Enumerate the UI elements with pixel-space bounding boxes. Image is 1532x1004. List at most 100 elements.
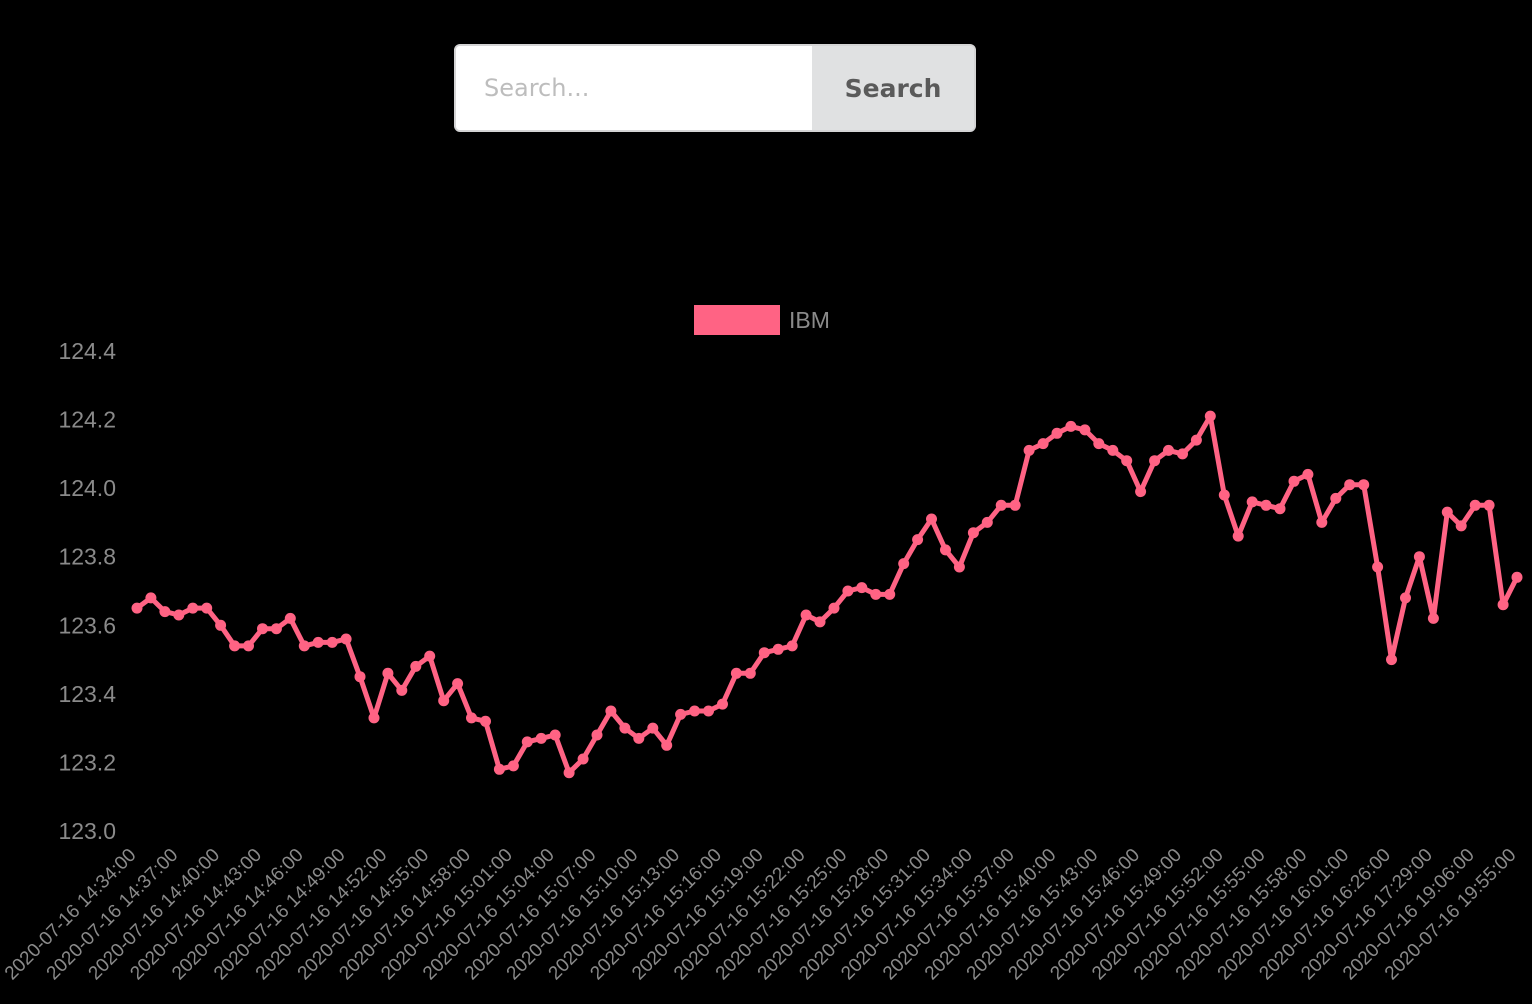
data-point[interactable] — [1386, 654, 1397, 666]
data-point[interactable] — [131, 602, 143, 614]
data-point[interactable] — [689, 705, 701, 717]
data-point[interactable] — [633, 732, 645, 744]
data-point[interactable] — [1190, 434, 1202, 446]
data-point[interactable] — [1441, 506, 1453, 518]
data-point[interactable] — [1218, 489, 1230, 501]
data-point[interactable] — [270, 623, 282, 635]
search-button[interactable]: Search — [812, 46, 974, 130]
data-point[interactable] — [981, 516, 993, 528]
data-point[interactable] — [647, 722, 659, 734]
data-point[interactable] — [661, 739, 673, 751]
data-point[interactable] — [340, 633, 352, 645]
data-point[interactable] — [229, 640, 241, 652]
data-point[interactable] — [145, 592, 157, 604]
data-point[interactable] — [717, 698, 728, 710]
data-point[interactable] — [703, 705, 714, 717]
data-point[interactable] — [772, 643, 784, 655]
data-point[interactable] — [995, 499, 1007, 511]
data-point[interactable] — [1274, 503, 1286, 515]
data-point[interactable] — [1163, 444, 1174, 456]
data-point[interactable] — [1316, 516, 1328, 528]
data-point[interactable] — [605, 705, 617, 717]
data-point[interactable] — [507, 760, 519, 772]
data-point[interactable] — [243, 640, 254, 652]
data-point[interactable] — [1149, 455, 1161, 467]
data-point[interactable] — [1023, 444, 1035, 456]
data-point[interactable] — [1344, 479, 1356, 491]
data-point[interactable] — [1469, 499, 1481, 511]
data-point[interactable] — [953, 561, 965, 573]
data-point[interactable] — [591, 729, 603, 741]
data-point[interactable] — [1497, 599, 1509, 611]
data-point[interactable] — [1288, 475, 1300, 487]
data-point[interactable] — [828, 602, 840, 614]
data-point[interactable] — [368, 712, 380, 724]
data-point[interactable] — [1358, 479, 1370, 491]
data-point[interactable] — [1400, 592, 1411, 604]
data-point[interactable] — [535, 732, 547, 744]
data-point[interactable] — [1372, 561, 1384, 573]
data-point[interactable] — [466, 712, 477, 724]
data-point[interactable] — [912, 534, 924, 546]
data-point[interactable] — [493, 763, 505, 775]
data-point[interactable] — [1079, 424, 1091, 436]
data-point[interactable] — [856, 582, 868, 594]
search-input[interactable] — [456, 46, 812, 130]
data-point[interactable] — [326, 636, 338, 648]
data-point[interactable] — [1427, 612, 1439, 624]
data-point[interactable] — [675, 708, 687, 720]
data-point[interactable] — [744, 667, 756, 679]
data-point[interactable] — [884, 588, 896, 600]
data-point[interactable] — [424, 650, 436, 662]
data-point[interactable] — [549, 729, 561, 741]
data-point[interactable] — [577, 753, 589, 765]
data-point[interactable] — [1177, 448, 1188, 460]
data-point[interactable] — [814, 616, 826, 628]
data-point[interactable] — [842, 585, 854, 597]
data-point[interactable] — [1246, 496, 1258, 508]
data-point[interactable] — [521, 736, 533, 748]
data-point[interactable] — [159, 606, 171, 618]
data-point[interactable] — [1413, 551, 1425, 563]
data-point[interactable] — [926, 513, 937, 525]
data-point[interactable] — [1037, 438, 1049, 450]
data-point[interactable] — [1330, 492, 1342, 504]
data-point[interactable] — [284, 612, 296, 624]
data-point[interactable] — [1107, 444, 1119, 456]
data-point[interactable] — [800, 609, 812, 621]
data-point[interactable] — [758, 647, 770, 659]
data-point[interactable] — [786, 640, 798, 652]
data-point[interactable] — [1065, 420, 1077, 432]
data-point[interactable] — [967, 527, 979, 539]
data-point[interactable] — [563, 767, 575, 779]
data-point[interactable] — [1093, 438, 1105, 450]
data-point[interactable] — [173, 609, 185, 621]
data-point[interactable] — [730, 667, 742, 679]
data-point[interactable] — [619, 722, 631, 734]
data-point[interactable] — [438, 695, 450, 707]
data-point[interactable] — [257, 623, 268, 635]
data-point[interactable] — [480, 715, 491, 727]
data-point[interactable] — [201, 602, 213, 614]
data-point[interactable] — [187, 602, 199, 614]
data-point[interactable] — [1121, 455, 1133, 467]
data-point[interactable] — [312, 636, 324, 648]
data-point[interactable] — [1455, 520, 1467, 532]
data-point[interactable] — [410, 660, 422, 672]
data-point[interactable] — [1051, 427, 1063, 439]
data-point[interactable] — [452, 678, 464, 690]
data-point[interactable] — [1483, 499, 1495, 511]
data-point[interactable] — [298, 640, 310, 652]
data-point[interactable] — [1135, 486, 1147, 498]
data-point[interactable] — [940, 544, 951, 556]
data-point[interactable] — [1260, 499, 1272, 511]
data-point[interactable] — [1511, 571, 1523, 583]
data-point[interactable] — [1302, 468, 1314, 480]
data-point[interactable] — [1009, 499, 1021, 511]
data-point[interactable] — [898, 558, 910, 570]
data-point[interactable] — [1204, 410, 1216, 422]
data-point[interactable] — [215, 619, 227, 631]
data-point[interactable] — [396, 684, 408, 696]
data-point[interactable] — [382, 667, 394, 679]
data-point[interactable] — [1232, 530, 1244, 542]
